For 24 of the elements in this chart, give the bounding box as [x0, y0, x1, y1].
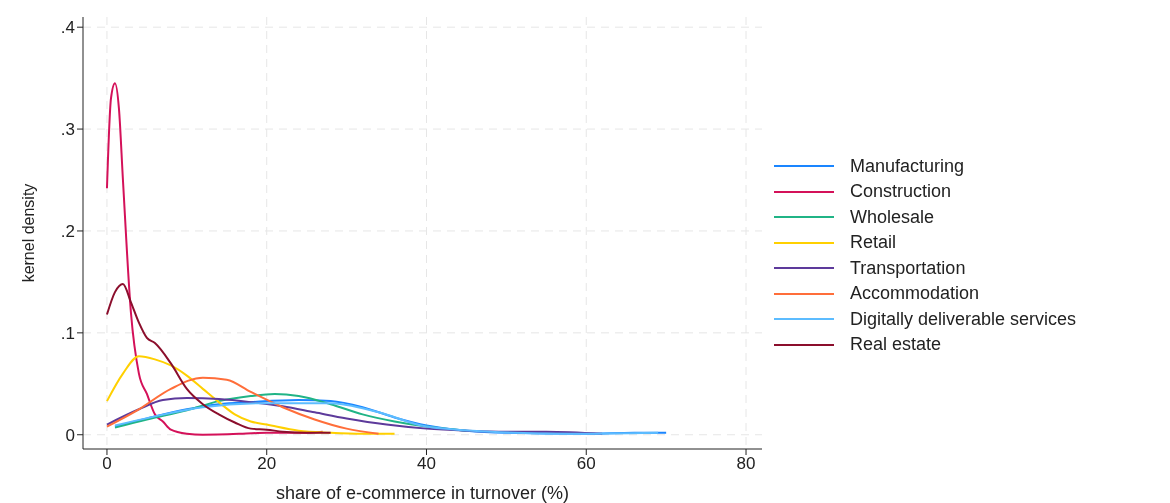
x-tick-label: 40 — [417, 454, 436, 474]
legend-label: Manufacturing — [850, 155, 965, 177]
line-series — [105, 397, 604, 435]
line-series — [105, 282, 332, 434]
y-tick-label: .4 — [60, 18, 75, 38]
x-tick-label: 20 — [257, 454, 277, 474]
line-series — [105, 376, 380, 435]
x-axis-title: share of e-commerce in turnover (%) — [275, 483, 570, 503]
y-tick-label: .2 — [60, 222, 75, 241]
legend-label: Wholesale — [850, 206, 935, 228]
legend-label: Construction — [850, 181, 952, 203]
y-tick-label: .3 — [60, 120, 75, 140]
legend-label: Real estate — [850, 334, 942, 356]
y-tick-label: .1 — [60, 323, 75, 343]
x-tick-label: 80 — [736, 454, 756, 474]
legend-label: Retail — [850, 232, 897, 254]
legend-label: Accommodation — [850, 283, 980, 305]
y-tick-label: 0 — [65, 425, 75, 445]
x-tick-label: 60 — [576, 454, 596, 474]
legend-label: Digitally deliverable services — [850, 308, 1077, 330]
x-tick-label: 0 — [102, 454, 112, 474]
legend-label: Transportation — [850, 257, 966, 279]
y-axis-title: kernel density — [19, 183, 37, 283]
line-series — [105, 355, 396, 435]
